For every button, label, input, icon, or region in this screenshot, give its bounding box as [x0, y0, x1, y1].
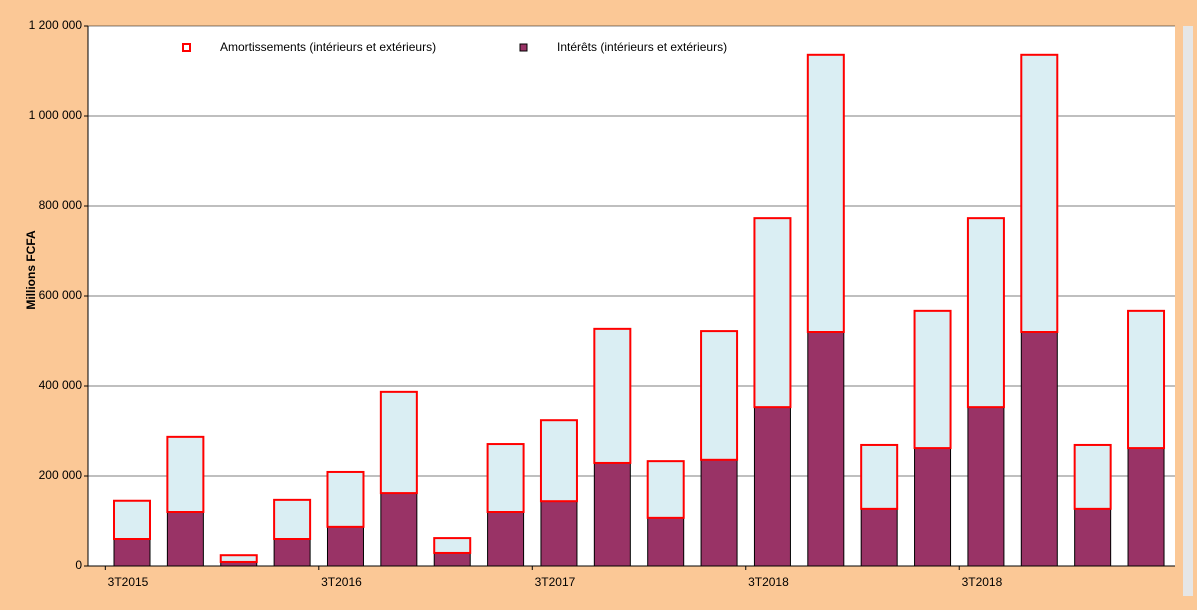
bar-segment: [1127, 309, 1166, 450]
bar-segment: [967, 406, 1005, 567]
bar-segment: [219, 554, 258, 563]
bar-segment: [113, 499, 151, 540]
bar-segment: [646, 460, 685, 519]
bar-segment: [1127, 447, 1165, 567]
x-tick-label: 3T2017: [535, 575, 576, 589]
bar-segment: [914, 447, 952, 567]
bar-segment: [1074, 508, 1112, 567]
bar-segment: [966, 217, 1005, 409]
y-axis-title: Millions FCFA: [24, 230, 38, 310]
legend-label: Intérêts (intérieurs et extérieurs): [557, 40, 727, 54]
legend-swatch: [182, 43, 191, 52]
scroll-strip: [1183, 26, 1193, 596]
bar-segment: [273, 538, 311, 567]
bar-segment: [486, 443, 525, 513]
bar-segment: [1073, 443, 1112, 510]
x-tick-label: 3T2018: [962, 575, 1003, 589]
bar-segment: [753, 217, 792, 409]
y-tick-label: 200 000: [39, 468, 83, 482]
y-tick-label: 400 000: [39, 378, 83, 392]
bar-segment: [1020, 53, 1059, 334]
bar-segment: [433, 552, 471, 567]
bar-segment: [487, 511, 525, 567]
y-tick-label: 1 200 000: [29, 18, 83, 32]
bar-segment: [807, 331, 845, 567]
bar-segment: [1020, 331, 1058, 567]
bar-segment: [539, 419, 578, 503]
bar-segment: [113, 538, 151, 567]
bar-segment: [700, 459, 738, 567]
bar-segment: [913, 309, 952, 450]
bar-segment: [326, 526, 364, 567]
bar-segment: [700, 330, 739, 461]
y-tick-label: 1 000 000: [29, 108, 83, 122]
bar-segment: [380, 492, 418, 567]
bar-segment: [593, 462, 631, 567]
bar-segment: [273, 498, 312, 541]
bar-segment: [379, 390, 418, 495]
bar-segment: [860, 508, 898, 567]
bar-segment: [540, 500, 578, 567]
bar-segment: [647, 517, 685, 567]
x-tick-label: 3T2015: [108, 575, 149, 589]
bar-segment: [860, 443, 899, 510]
legend-label: Amortissements (intérieurs et extérieurs…: [220, 40, 436, 54]
bar-segment: [166, 511, 204, 567]
x-tick-label: 3T2018: [748, 575, 789, 589]
bar-segment: [326, 470, 365, 528]
y-tick-label: 800 000: [39, 198, 83, 212]
bar-segment: [753, 406, 791, 567]
bar-segment: [806, 53, 845, 334]
legend-swatch: [519, 43, 528, 52]
y-tick-label: 600 000: [39, 288, 83, 302]
x-tick-label: 3T2016: [321, 575, 362, 589]
bar-segment: [593, 327, 632, 464]
bar-segment: [166, 435, 205, 514]
y-tick-label: 0: [75, 558, 82, 572]
bar-segment: [433, 537, 472, 554]
